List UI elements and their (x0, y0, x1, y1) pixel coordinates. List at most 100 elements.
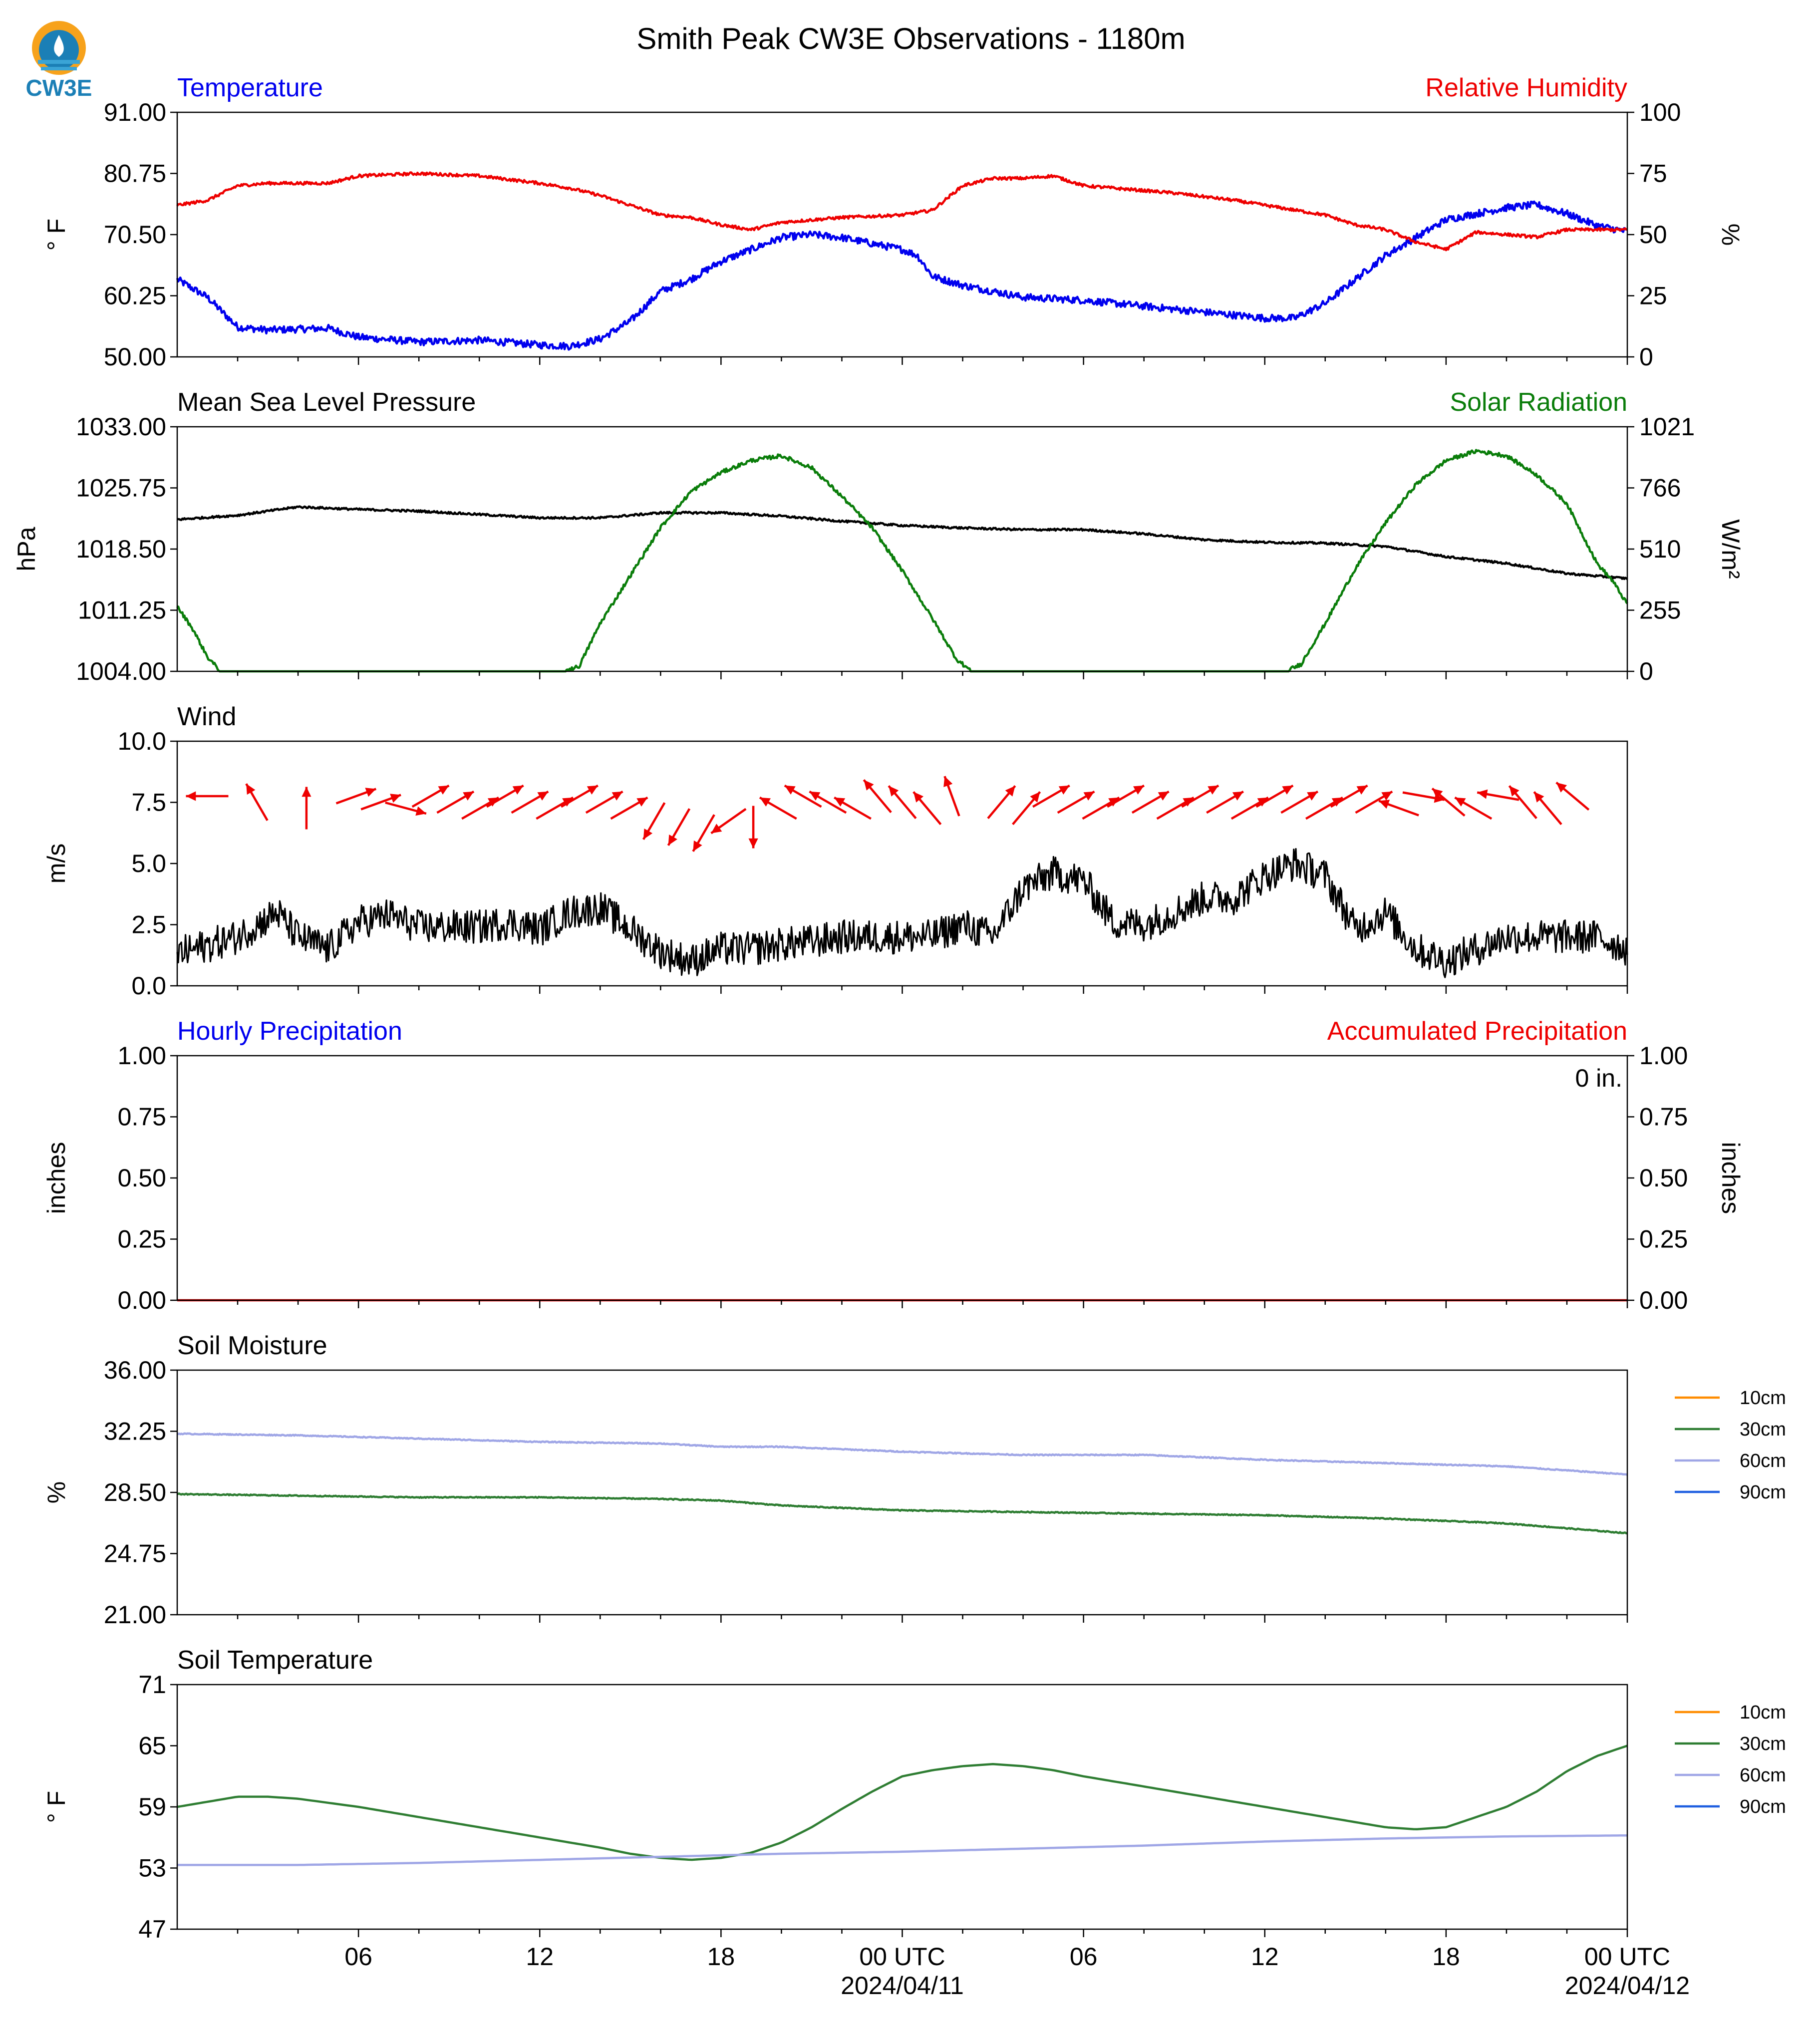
y-axis-label: inches (42, 1142, 70, 1214)
y-tick-label: 50.00 (104, 343, 166, 371)
series-line-soil-moisture-0 (176, 1492, 1628, 1535)
wind-arrow-head (943, 776, 953, 787)
logo-wave (41, 67, 77, 70)
y-tick-label: 71 (138, 1671, 166, 1699)
y2-tick-label: 50 (1639, 221, 1667, 249)
panel-wind: 0.0 2.5 5.0 7.5 10.0 Wind m/s (42, 702, 1628, 1000)
logo-wave (38, 60, 80, 64)
wind-arrow (436, 790, 475, 814)
wind-arrow-head (1307, 791, 1318, 801)
panel-title-left: Temperature (177, 73, 323, 102)
y-tick-label: 21.00 (104, 1601, 166, 1629)
wind-arrow (1255, 784, 1294, 808)
y-tick-label: 70.50 (104, 221, 166, 249)
wind-arrow-head (1477, 789, 1488, 799)
y-tick-label: 24.75 (104, 1540, 166, 1568)
wind-arrow-head (1282, 785, 1293, 795)
wind-arrow (1012, 791, 1041, 826)
wind-arrow-head (302, 787, 311, 797)
wind-arrow-head (784, 785, 796, 795)
wind-arrow-head (1058, 785, 1070, 795)
wind-arrow-head (1158, 791, 1169, 801)
y-tick-label: 0.50 (118, 1164, 166, 1192)
wind-arrow (1280, 790, 1319, 814)
legend-label-10cm: 10cm (1740, 1702, 1786, 1723)
wind-arrow (335, 788, 377, 805)
wind-arrow (987, 785, 1016, 820)
legend-label-10cm: 10cm (1740, 1388, 1786, 1409)
y-tick-label: 10.0 (118, 727, 166, 755)
y2-axis-label: % (1717, 224, 1745, 246)
series-line-pressure-solar-0 (177, 505, 1628, 580)
y-tick-label: 1033.00 (76, 413, 166, 441)
y-axis-label: m/s (42, 844, 70, 884)
wind-arrow-head (1455, 797, 1466, 807)
wind-arrow-head (463, 791, 474, 801)
wind-arrow-head (390, 794, 401, 803)
y2-tick-label: 0 (1639, 343, 1653, 371)
y-tick-label: 1025.75 (76, 474, 166, 502)
y-tick-label: 36.00 (104, 1356, 166, 1384)
wind-arrow-head (693, 840, 702, 852)
panel-title-right: Accumulated Precipitation (1327, 1017, 1627, 1046)
wind-arrow (1454, 796, 1493, 820)
y2-tick-label: 1.00 (1639, 1042, 1688, 1070)
logo-droplet-icon (54, 35, 64, 57)
wind-arrow-head (1379, 800, 1390, 809)
wind-arrow (710, 808, 747, 835)
panels: 50.0060.2570.5080.7591.000255075100Tempe… (12, 73, 1786, 2000)
y-tick-label: 47 (138, 1915, 166, 1943)
wind-arrow-head (1509, 786, 1519, 797)
y-tick-label: 1.00 (118, 1042, 166, 1070)
wind-arrow-head (1432, 788, 1443, 799)
x-date-label: 2024/04/11 (841, 1972, 964, 2000)
y-tick-label: 28.50 (104, 1478, 166, 1506)
wind-arrow (667, 808, 691, 846)
y2-tick-label: 510 (1639, 535, 1681, 563)
x-tick-label: 12 (1251, 1943, 1279, 1971)
panel-title-right: Relative Humidity (1425, 73, 1627, 102)
wind-arrow (1477, 789, 1519, 801)
wind-arrow-head (834, 797, 846, 807)
wind-arrow (1206, 790, 1244, 814)
wind-arrow-head (537, 791, 549, 801)
wind-arrow (809, 790, 847, 814)
wind-arrow (1032, 784, 1070, 808)
wind-arrow-head (246, 784, 256, 795)
y2-tick-label: 75 (1639, 160, 1667, 188)
wind-arrow (486, 784, 524, 808)
wind-arrow (784, 784, 822, 808)
y-tick-label: 1011.25 (78, 596, 166, 624)
y-axis-label: hPa (12, 527, 40, 571)
y2-tick-label: 0.25 (1639, 1225, 1688, 1253)
y2-tick-label: 0.75 (1639, 1103, 1688, 1131)
wind-arrow-head (587, 785, 598, 795)
x-tick-label: 12 (526, 1943, 554, 1971)
wind-arrow-head (1232, 791, 1243, 801)
wind-arrow-head (748, 838, 758, 849)
y-tick-label: 2.5 (131, 911, 166, 939)
series-line-soil-temp-0 (177, 1744, 1628, 1861)
y-tick-label: 91.00 (104, 98, 166, 126)
y-tick-label: 53 (138, 1854, 166, 1882)
legend-label-60cm: 60cm (1740, 1450, 1786, 1471)
wind-arrow-head (636, 797, 648, 807)
series-line-temp-rh-1 (176, 171, 1628, 252)
y-tick-label: 0.75 (118, 1103, 166, 1131)
panel-title-right: Solar Radiation (1450, 388, 1627, 417)
wind-arrow (863, 779, 892, 814)
wind-arrow-head (1005, 786, 1015, 797)
wind-arrow-head (1208, 785, 1219, 795)
wind-arrow (1431, 787, 1466, 817)
wind-arrow (1131, 790, 1170, 814)
wind-arrow (245, 783, 269, 821)
wind-arrow (888, 785, 917, 820)
y-tick-label: 7.5 (131, 789, 166, 817)
y-axis-label: ° F (42, 219, 70, 251)
wind-arrow-head (711, 824, 722, 834)
y-tick-label: 1004.00 (76, 657, 166, 685)
legend-label-30cm: 30cm (1740, 1419, 1786, 1440)
wind-arrow-head (1381, 791, 1393, 801)
wind-arrow (759, 796, 797, 820)
